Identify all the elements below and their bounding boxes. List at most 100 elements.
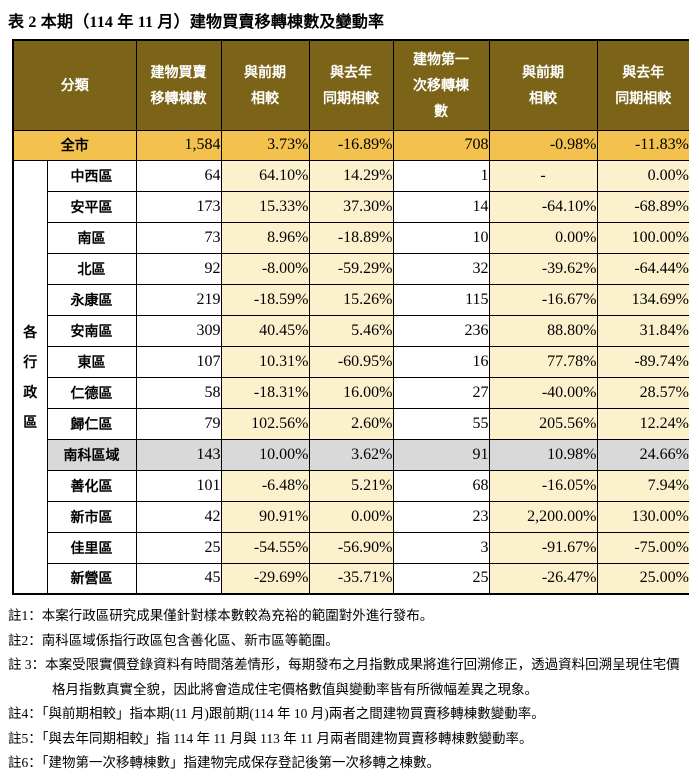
cell-value: 0.00%: [596, 159, 689, 192]
cell-value: 42: [135, 500, 222, 533]
cell-value: 130.00%: [596, 500, 689, 533]
cell-value: 708: [392, 129, 490, 161]
cell-value: -16.05%: [488, 469, 598, 502]
cell-value: 143: [135, 438, 222, 471]
footnote-1: 註1：本案行政區研究成果僅針對樣本數較為充裕的範圍對外進行發布。: [8, 608, 434, 623]
district-name: 南科區域: [46, 438, 137, 471]
cell-value: 31.84%: [596, 314, 689, 347]
cell-value: 107: [135, 345, 222, 378]
footnote-6: 註6：「建物第一次移轉棟數」指建物完成保存登記後第一次移轉之棟數。: [8, 755, 440, 770]
header-vs-prev-2: 與前期 相較: [488, 39, 598, 131]
cell-value: 90.91%: [220, 500, 310, 533]
cell-value: 15.33%: [220, 190, 310, 223]
header-first-transfer-count: 建物第一 次移轉棟 數: [392, 39, 490, 131]
cell-value: -6.48%: [220, 469, 310, 502]
table-row: 安平區 173 15.33% 37.30% 14 -64.10% -68.89%: [13, 190, 689, 223]
cell-value: 24.66%: [596, 438, 689, 471]
cell-value: 134.69%: [596, 283, 689, 316]
cell-value: 37.30%: [308, 190, 394, 223]
cell-value: -54.55%: [220, 531, 310, 564]
table-row: 新市區 42 90.91% 0.00% 23 2,200.00% 130.00%: [13, 500, 689, 533]
table-row: 安南區 309 40.45% 5.46% 236 88.80% 31.84%: [13, 314, 689, 347]
transfer-table: 分類 建物買賣 移轉棟數 與前期 相較 與去年 同期相較 建物第一 次移轉棟 數…: [12, 39, 689, 595]
cell-value: 73: [135, 221, 222, 254]
cell-value: 2,200.00%: [488, 500, 598, 533]
district-name: 永康區: [46, 283, 137, 316]
district-name: 新營區: [46, 562, 137, 595]
district-name: 北區: [46, 252, 137, 285]
cell-value: 79: [135, 407, 222, 440]
cell-value: 102.56%: [220, 407, 310, 440]
cell-value: -16.89%: [308, 129, 394, 161]
cell-value: -59.29%: [308, 252, 394, 285]
cell-value: 32: [392, 252, 490, 285]
cell-value: 5.46%: [308, 314, 394, 347]
header-category: 分類: [12, 39, 137, 131]
district-name: 南區: [46, 221, 137, 254]
cell-value: 64: [135, 159, 222, 192]
cell-value: 64.10%: [220, 159, 310, 192]
cell-value: 14: [392, 190, 490, 223]
table-row-highlight: 南科區域 143 10.00% 3.62% 91 10.98% 24.66%: [13, 438, 689, 471]
table-row: 南區 73 8.96% -18.89% 10 0.00% 100.00%: [13, 221, 689, 254]
footnote-4: 註4：「與前期相較」指本期(11 月)跟前期(114 年 10 月)兩者之間建物…: [8, 706, 545, 721]
cell-value: 7.94%: [596, 469, 689, 502]
cell-value: 15.26%: [308, 283, 394, 316]
district-name: 全市: [12, 129, 137, 161]
district-name: 東區: [46, 345, 137, 378]
district-name: 善化區: [46, 469, 137, 502]
cell-value: -39.62%: [488, 252, 598, 285]
cell-value: -56.90%: [308, 531, 394, 564]
cell-value: 10.31%: [220, 345, 310, 378]
cell-value: 14.29%: [308, 159, 394, 192]
district-name: 仁德區: [46, 376, 137, 409]
footnote-3: 註 3：本案受限實價登錄資料有時間落差情形，每期發布之月指數成果將進行回溯修正，…: [8, 657, 680, 697]
cell-value: -26.47%: [488, 562, 598, 595]
cell-value: 1: [392, 159, 490, 192]
table-row: 歸仁區 79 102.56% 2.60% 55 205.56% 12.24%: [13, 407, 689, 440]
cell-value: -18.31%: [220, 376, 310, 409]
cell-value: -35.71%: [308, 562, 394, 595]
cell-value: -89.74%: [596, 345, 689, 378]
cell-value: -16.67%: [488, 283, 598, 316]
header-vs-lastyear: 與去年 同期相較: [308, 39, 394, 131]
cell-value: 55: [392, 407, 490, 440]
cell-value: 23: [392, 500, 490, 533]
district-name: 中西區: [46, 159, 137, 192]
cell-value: 28.57%: [596, 376, 689, 409]
cell-value: 3.73%: [220, 129, 310, 161]
cell-value: -68.89%: [596, 190, 689, 223]
cell-value: 101: [135, 469, 222, 502]
cell-value: 10: [392, 221, 490, 254]
table-row: 新營區 45 -29.69% -35.71% 25 -26.47% 25.00%: [13, 562, 689, 595]
table-row: 永康區 219 -18.59% 15.26% 115 -16.67% 134.6…: [13, 283, 689, 316]
cell-value: -: [488, 159, 598, 192]
cell-value: 219: [135, 283, 222, 316]
table-row: 北區 92 -8.00% -59.29% 32 -39.62% -64.44%: [13, 252, 689, 285]
cell-value: 5.21%: [308, 469, 394, 502]
cell-value: -29.69%: [220, 562, 310, 595]
district-name: 安南區: [46, 314, 137, 347]
cell-value: 3: [392, 531, 490, 564]
cell-value: 92: [135, 252, 222, 285]
footnote-5: 註5：「與去年同期相較」指 114 年 11 月與 113 年 11 月兩者間建…: [8, 730, 533, 746]
district-name: 安平區: [46, 190, 137, 223]
cell-value: 173: [135, 190, 222, 223]
cell-value: 236: [392, 314, 490, 347]
cell-value: 0.00%: [488, 221, 598, 254]
cell-value: 10.00%: [220, 438, 310, 471]
cell-value: 25: [135, 531, 222, 564]
cell-value: -64.44%: [596, 252, 689, 285]
cell-value: 100.00%: [596, 221, 689, 254]
cell-value: 88.80%: [488, 314, 598, 347]
district-name: 新市區: [46, 500, 137, 533]
table-row: 仁德區 58 -18.31% 16.00% 27 -40.00% 28.57%: [13, 376, 689, 409]
cell-value: 68: [392, 469, 490, 502]
cell-value: 0.00%: [308, 500, 394, 533]
cell-value: 309: [135, 314, 222, 347]
footnotes: 註1：本案行政區研究成果僅針對樣本數較為充裕的範圍對外進行發布。 註2：南科區域…: [8, 604, 689, 776]
cell-value: 16: [392, 345, 490, 378]
side-label-districts: 各 行 政 區: [12, 159, 48, 595]
cell-value: 58: [135, 376, 222, 409]
